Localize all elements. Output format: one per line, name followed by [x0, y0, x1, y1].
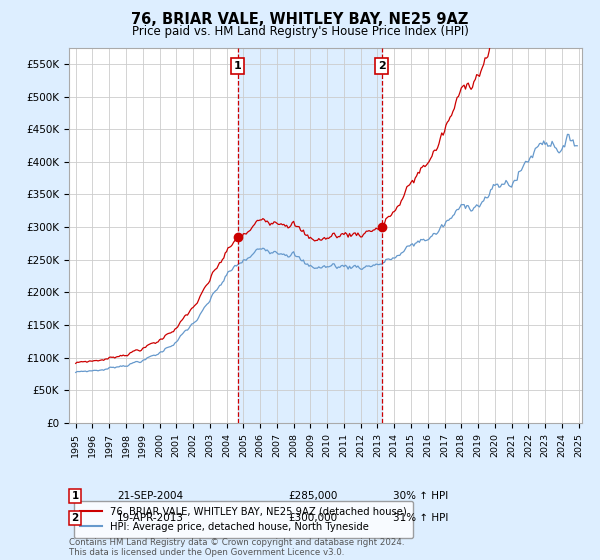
Text: 2: 2: [378, 60, 386, 71]
Bar: [238, 48, 382, 423]
Text: £300,000: £300,000: [288, 513, 337, 523]
Text: 2: 2: [71, 513, 79, 523]
Text: 1: 1: [234, 60, 242, 71]
Text: Contains HM Land Registry data © Crown copyright and database right 2024.
This d: Contains HM Land Registry data © Crown c…: [69, 538, 404, 557]
Text: 30% ↑ HPI: 30% ↑ HPI: [393, 491, 448, 501]
Text: 31% ↑ HPI: 31% ↑ HPI: [393, 513, 448, 523]
Text: £285,000: £285,000: [288, 491, 337, 501]
Text: 76, BRIAR VALE, WHITLEY BAY, NE25 9AZ: 76, BRIAR VALE, WHITLEY BAY, NE25 9AZ: [131, 12, 469, 27]
Text: 21-SEP-2004: 21-SEP-2004: [117, 491, 183, 501]
Text: 19-APR-2013: 19-APR-2013: [117, 513, 184, 523]
Text: Price paid vs. HM Land Registry's House Price Index (HPI): Price paid vs. HM Land Registry's House …: [131, 25, 469, 38]
Text: 1: 1: [71, 491, 79, 501]
Legend: 76, BRIAR VALE, WHITLEY BAY, NE25 9AZ (detached house), HPI: Average price, deta: 76, BRIAR VALE, WHITLEY BAY, NE25 9AZ (d…: [74, 501, 413, 538]
